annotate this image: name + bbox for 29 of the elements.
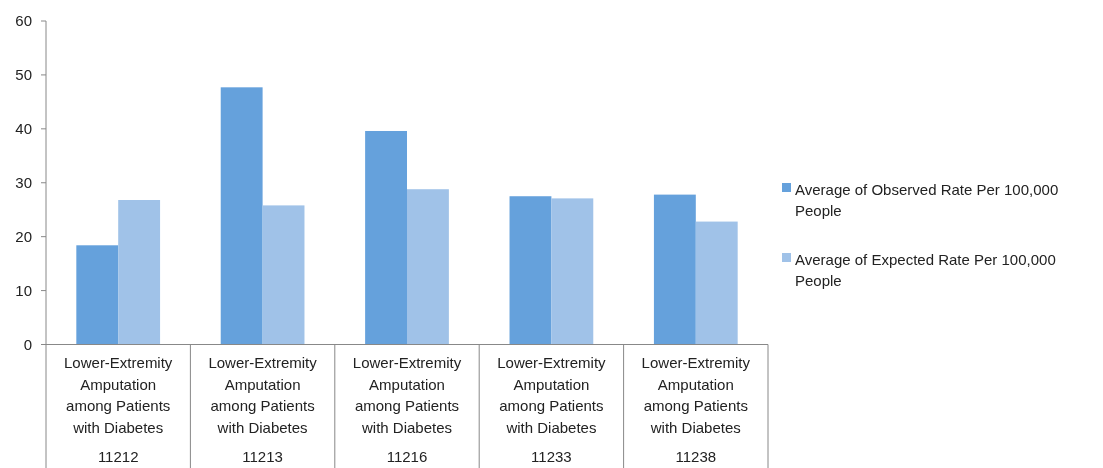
legend-label: Average of Expected Rate Per 100,000 People xyxy=(795,250,1056,289)
x-tick-label: 11238 xyxy=(675,448,717,465)
y-tick-label: 0 xyxy=(23,335,32,353)
y-tick-label: 20 xyxy=(15,227,32,245)
bar xyxy=(76,245,119,345)
y-tick-label: 40 xyxy=(15,120,32,138)
y-tick-label: 30 xyxy=(15,174,32,191)
bar xyxy=(262,205,305,345)
y-tick-label: 10 xyxy=(15,281,32,299)
text: Lower-Extremity Amputation among Patients with Diabetes xyxy=(497,354,607,436)
bar xyxy=(118,200,161,345)
bar xyxy=(220,87,263,345)
x-tick-label: 11233 xyxy=(531,448,572,465)
bar xyxy=(407,189,449,345)
text: Lower-Extremity Amputation among Patients with Diabetes xyxy=(64,354,173,436)
bar xyxy=(695,221,738,345)
x-tick-label: 11213 xyxy=(242,448,283,465)
bar xyxy=(551,198,594,345)
bar xyxy=(653,194,696,345)
x-tick-label: 11212 xyxy=(97,448,139,465)
bar xyxy=(365,130,407,345)
legend-label: Average of Observed Rate Per 100,000 People xyxy=(795,180,1059,219)
text: Lower-Extremity Amputation among Patients with Diabetes xyxy=(641,354,751,436)
y-tick-label: 50 xyxy=(15,66,32,84)
y-tick-label: 60 xyxy=(15,12,32,30)
x-tick-label: 11216 xyxy=(386,448,428,465)
text: Lower-Extremity Amputation among Patients with Diabetes xyxy=(208,354,318,436)
text: Lower-Extremity Amputation among Patients with Diabetes xyxy=(352,354,462,436)
bar xyxy=(509,196,552,345)
